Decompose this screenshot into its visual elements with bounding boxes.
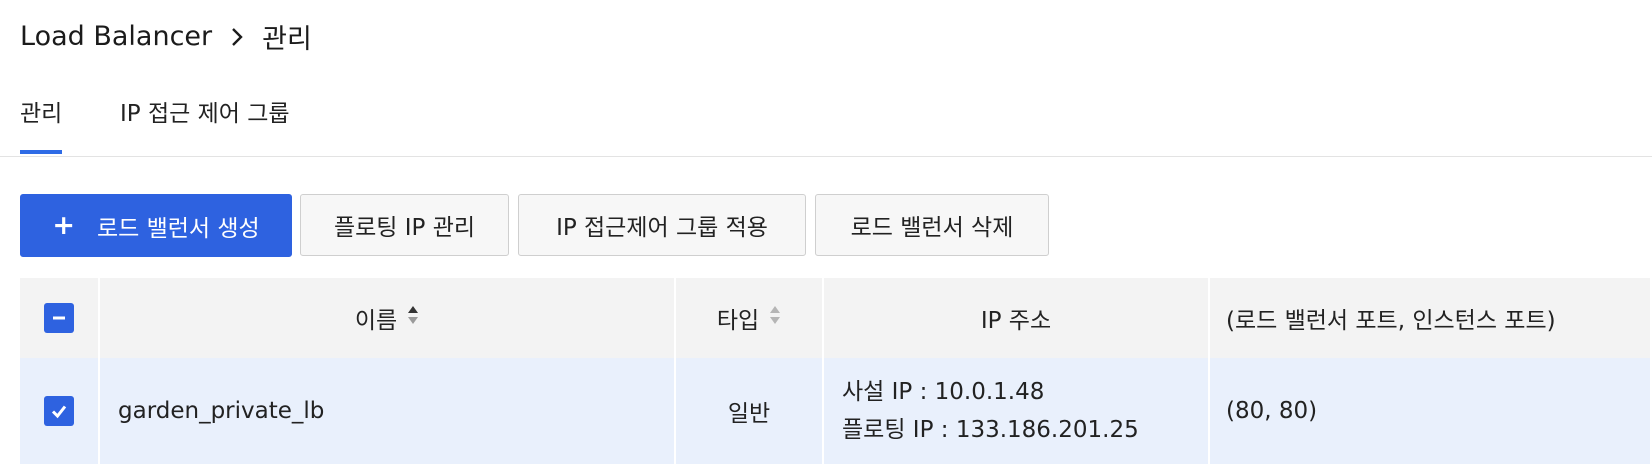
breadcrumb-root[interactable]: Load Balancer [20,20,213,52]
row-checkbox[interactable] [44,396,74,426]
column-header-ports-label: (로드 밸런서 포트, 인스턴스 포트) [1226,308,1556,334]
column-header-name-label: 이름 [354,308,398,334]
header-checkbox-cell [20,278,100,358]
row-name[interactable]: garden_private_lb [100,358,676,464]
column-header-ip-label: IP 주소 [980,308,1052,334]
tab-manage[interactable]: 관리 [20,94,63,154]
row-ip-addresses: 사설 IP : 10.0.1.48 플로팅 IP : 133.186.201.2… [824,358,1210,464]
row-private-ip: 사설 IP : 10.0.1.48 [842,379,1045,405]
row-type-text: 일반 [727,401,771,427]
breadcrumb: Load Balancer 관리 [20,16,312,56]
row-ports-text: (80, 80) [1226,398,1318,424]
manage-floating-ip-button[interactable]: 플로팅 IP 관리 [300,194,509,256]
sort-icon[interactable] [769,304,781,332]
apply-ip-acl-group-button[interactable]: IP 접근제어 그룹 적용 [518,194,806,256]
row-checkbox-cell [20,358,100,464]
row-name-text: garden_private_lb [118,398,325,424]
create-load-balancer-button[interactable]: + 로드 밸런서 생성 [20,194,292,257]
checkmark-icon [51,405,67,419]
column-header-type-label: 타입 [716,308,760,334]
manage-floating-ip-label: 플로팅 IP 관리 [333,215,476,241]
column-header-name[interactable]: 이름 [100,278,676,358]
apply-ip-acl-group-label: IP 접근제어 그룹 적용 [556,215,768,241]
row-ports: (80, 80) [1210,358,1652,464]
breadcrumb-current: 관리 [262,23,312,55]
plus-icon: + [52,210,75,241]
minus-icon [53,316,65,320]
table-row[interactable]: garden_private_lb 일반 사설 IP : 10.0.1.48 플… [20,358,1652,464]
select-all-checkbox[interactable] [44,303,74,333]
sort-icon[interactable] [407,304,419,332]
create-load-balancer-label: 로드 밸런서 생성 [96,215,260,242]
row-floating-ip: 플로팅 IP : 133.186.201.25 [842,417,1139,443]
column-header-type[interactable]: 타입 [676,278,824,358]
row-type: 일반 [676,358,824,464]
chevron-right-icon [212,21,262,52]
table-header-row: 이름 타입 IP 주소 (로드 밸런서 포트, 인스턴스 포트) [20,278,1652,358]
column-header-ip: IP 주소 [824,278,1210,358]
tab-ip-access-control-group[interactable]: IP 접근 제어 그룹 [120,101,290,127]
column-header-ports: (로드 밸런서 포트, 인스턴스 포트) [1210,278,1652,358]
tab-bar: 관리 IP 접근 제어 그룹 [0,88,1652,157]
delete-load-balancer-button[interactable]: 로드 밸런서 삭제 [815,194,1049,256]
delete-load-balancer-label: 로드 밸런서 삭제 [850,215,1014,241]
